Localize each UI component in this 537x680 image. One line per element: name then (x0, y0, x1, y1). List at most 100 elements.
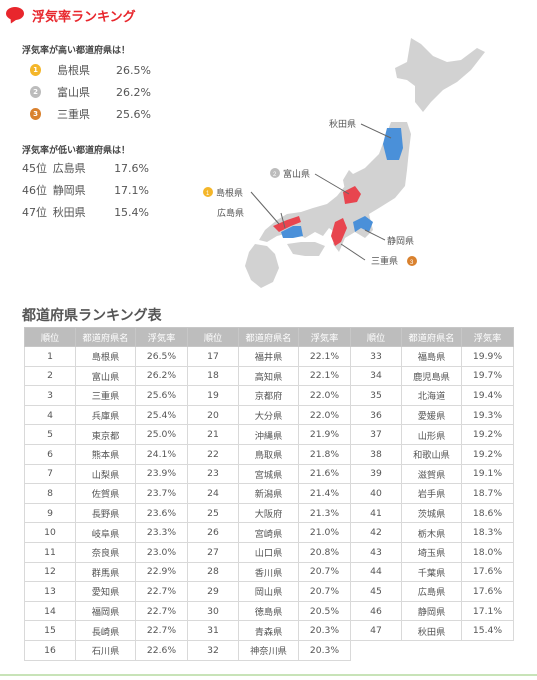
table-header-cell: 順位 (350, 327, 402, 347)
table-cell: 京都府 (238, 385, 299, 406)
high-ranking-item: 2 富山県 26.2% (22, 81, 162, 103)
table-cell: 4 (24, 404, 76, 426)
high-ranking-item: 1 島根県 26.5% (22, 59, 162, 81)
table-cell: 10 (24, 522, 76, 543)
table-cell: 岡山県 (238, 581, 299, 602)
table-cell: 20.3% (298, 639, 351, 661)
table-cell: 北海道 (401, 385, 462, 406)
table-header-cell: 都道府県名 (75, 327, 136, 347)
table-cell: 33 (350, 346, 402, 367)
table-cell: 高知県 (238, 365, 299, 387)
table-cell: 21.6% (298, 463, 351, 485)
low-ranking-list: 45位 広島県 17.6% 46位 静岡県 17.1% 47位 秋田県 15.4% (22, 157, 162, 223)
table-cell (402, 640, 462, 660)
table-cell: 宮城県 (238, 463, 299, 485)
ranking-table-container: 順位 都道府県名 浮気率 順位 都道府県名 浮気率 順位 都道府県名 浮気率 1 島根県 26.5%… (24, 327, 514, 661)
table-cell: 17.6% (461, 581, 514, 602)
table-cell: 18.7% (461, 483, 514, 504)
table-cell: 14 (24, 600, 76, 622)
map-label-hiroshima: 広島県 (217, 207, 244, 218)
table-header-cell: 浮気率 (461, 327, 514, 347)
low-ranking-item: 45位 広島県 17.6% (22, 157, 162, 179)
table-cell: 23.0% (135, 541, 188, 563)
table-cell: 11 (24, 541, 76, 563)
table-cell: 17 (187, 346, 239, 367)
table-cell: 19.3% (461, 404, 514, 426)
table-cell: 6 (24, 443, 76, 465)
table-cell: 徳島県 (238, 600, 299, 622)
table-cell: 沖縄県 (238, 424, 299, 445)
table-cell: 22.7% (135, 620, 188, 641)
table-cell: 22.9% (135, 561, 188, 583)
map-label-shimane: 島根県 (216, 187, 243, 198)
prefecture-name: 島根県 (57, 64, 91, 77)
table-row: 6 熊本県 24.1% 22 鳥取県 21.8% 38 和歌山県 19.2% (24, 443, 514, 465)
table-cell: 新潟県 (238, 483, 299, 504)
table-cell: 鹿児島県 (401, 365, 462, 387)
table-row: 1 島根県 26.5% 17 福井県 22.1% 33 福島県 19.9% (24, 346, 514, 367)
table-cell: 21 (187, 424, 239, 445)
map-kyushu (245, 244, 279, 288)
table-cell: 20.5% (298, 600, 351, 622)
table-cell: 19.9% (461, 346, 514, 367)
table-cell: 22.1% (298, 346, 351, 367)
cheating-rate: 17.6% (114, 161, 150, 175)
map-label-shizuoka: 静岡県 (387, 235, 414, 246)
high-ranking-title: 浮気率が高い都道府県は！ (22, 46, 131, 56)
table-cell: 24.1% (135, 443, 188, 465)
table-cell: 愛媛県 (401, 404, 462, 426)
table-cell: 岩手県 (401, 483, 462, 504)
table-cell: 37 (350, 424, 402, 445)
map-pref-toyama (343, 186, 361, 204)
table-cell: 青森県 (238, 620, 299, 641)
map-leader-lines (250, 123, 392, 261)
table-cell: 23.7% (135, 483, 188, 504)
table-cell: 22.0% (298, 385, 351, 406)
table-cell: 20 (187, 404, 239, 426)
map-hokkaido (395, 38, 485, 112)
cheating-rate: 25.6% (115, 107, 151, 121)
table-cell: 群馬県 (75, 561, 136, 583)
rank-position: 45位 (22, 162, 47, 175)
table-cell: 43 (350, 541, 402, 563)
table-cell: 22.0% (298, 404, 351, 426)
cheating-rate: 15.4% (114, 205, 150, 219)
prefecture-name: 秋田県 (52, 206, 86, 219)
table-cell: 大阪府 (238, 502, 299, 524)
table-row: 13 愛知県 22.7% 29 岡山県 20.7% 45 広島県 17.6% (24, 581, 514, 602)
table-cell (351, 640, 402, 660)
table-row: 12 群馬県 22.9% 28 香川県 20.7% 44 千葉県 17.6% (24, 561, 514, 583)
table-cell: 26.2% (135, 365, 188, 387)
table-cell: 福島県 (401, 346, 462, 367)
table-cell: 長野県 (75, 502, 136, 524)
table-cell: 栃木県 (401, 522, 462, 543)
cheating-rate: 26.2% (115, 85, 151, 99)
map-label-toyama: 富山県 (283, 168, 310, 179)
ranking-table-title: 都道府県ランキング表 (22, 308, 162, 324)
table-cell: 1 (24, 346, 76, 367)
table-cell: 23.9% (135, 463, 188, 485)
table-cell: 山梨県 (75, 463, 136, 485)
table-cell: 21.8% (298, 443, 351, 465)
table-cell: 9 (24, 502, 76, 524)
table-row: 2 富山県 26.2% 18 高知県 22.1% 34 鹿児島県 19.7% (24, 365, 514, 387)
table-cell: 23.3% (135, 522, 188, 543)
silver-medal-number: 2 (273, 172, 277, 178)
silver-medal-icon (270, 168, 280, 178)
table-cell: 13 (24, 581, 76, 602)
table-cell: 15 (24, 620, 76, 641)
table-cell: 2 (24, 365, 76, 387)
table-cell: 3 (24, 385, 76, 406)
table-cell: 22.1% (298, 365, 351, 387)
table-cell: 7 (24, 463, 76, 485)
table-cell: 16 (24, 639, 76, 661)
table-cell: 25.0% (135, 424, 188, 445)
table-cell: 香川県 (238, 561, 299, 583)
high-ranking-item: 3 三重県 25.6% (22, 103, 162, 125)
map-label-akita: 秋田県 (329, 118, 356, 129)
table-cell: 36 (350, 404, 402, 426)
table-cell: 19.7% (461, 365, 514, 387)
table-header-cell: 浮気率 (135, 327, 188, 347)
table-cell: 18.0% (461, 541, 514, 563)
table-cell: 20.7% (298, 581, 351, 602)
